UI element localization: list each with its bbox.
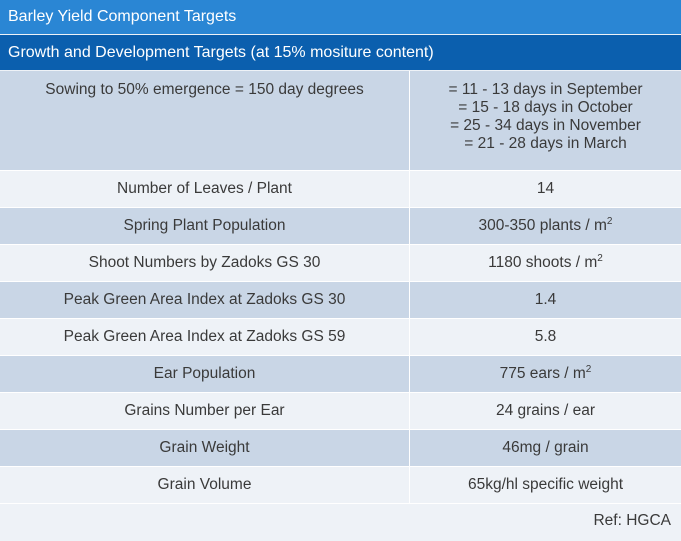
value-line: = 11 - 13 days in September [448, 81, 643, 98]
value-text: 1.4 [534, 291, 557, 308]
value-line: 14 [537, 180, 554, 198]
table-row: Number of Leaves / Plant 14 [0, 171, 681, 208]
row-label: Peak Green Area Index at Zadoks GS 30 [0, 282, 410, 318]
value-line: 1.4 [535, 291, 557, 309]
table-title: Barley Yield Component Targets [0, 0, 681, 34]
table-row: Grain Volume 65kg/hl specific weight [0, 467, 681, 504]
row-label: Grain Volume [0, 467, 410, 503]
value-text: 300-350 plants / m [478, 217, 607, 235]
value-line: 65kg/hl specific weight [468, 476, 623, 494]
value-superscript: 2 [606, 216, 613, 228]
value-line: 300-350 plants / m2 [479, 216, 613, 235]
row-label: Grains Number per Ear [0, 393, 410, 429]
value-text: 5.8 [534, 328, 557, 345]
value-line: 5.8 [535, 328, 557, 346]
value-line: = 15 - 18 days in October [458, 99, 633, 116]
table-row: Peak Green Area Index at Zadoks GS 59 5.8 [0, 319, 681, 356]
row-value: 1180 shoots / m2 [410, 245, 681, 281]
value-line: = 21 - 28 days in March [464, 135, 627, 152]
row-label: Number of Leaves / Plant [0, 171, 410, 207]
value-text: 1180 shoots / m [488, 254, 598, 272]
value-line: 775 ears / m2 [500, 364, 592, 383]
table-row: Grains Number per Ear 24 grains / ear [0, 393, 681, 430]
row-value: = 11 - 13 days in September = 15 - 18 day… [410, 71, 681, 170]
row-value: 300-350 plants / m2 [410, 208, 681, 244]
value-line: 1180 shoots / m2 [488, 253, 603, 272]
row-value: 14 [410, 171, 681, 207]
row-label: Shoot Numbers by Zadoks GS 30 [0, 245, 410, 281]
value-line: 46mg / grain [502, 439, 588, 457]
table-subtitle: Growth and Development Targets (at 15% m… [0, 35, 681, 70]
table-row: Spring Plant Population 300-350 plants / … [0, 208, 681, 245]
value-superscript: 2 [585, 364, 592, 376]
row-label: Ear Population [0, 356, 410, 392]
value-text: 775 ears / m [499, 365, 586, 383]
row-label: Peak Green Area Index at Zadoks GS 59 [0, 319, 410, 355]
value-superscript: 2 [597, 253, 603, 265]
row-value: 5.8 [410, 319, 681, 355]
row-value: 1.4 [410, 282, 681, 318]
value-line: = 25 - 34 days in November [450, 117, 641, 134]
value-text: 24 grains / ear [495, 402, 596, 419]
value-text: 65kg/hl specific weight [467, 476, 624, 493]
value-line: 24 grains / ear [496, 402, 595, 420]
value-text: 46mg / grain [502, 439, 589, 456]
row-label: Spring Plant Population [0, 208, 410, 244]
table-row: Peak Green Area Index at Zadoks GS 30 1.4 [0, 282, 681, 319]
row-label: Sowing to 50% emergence = 150 day degree… [0, 71, 410, 170]
table-row: Ear Population 775 ears / m2 [0, 356, 681, 393]
row-value: 65kg/hl specific weight [410, 467, 681, 503]
table-row: Shoot Numbers by Zadoks GS 30 1180 shoots… [0, 245, 681, 282]
value-text: 14 [536, 180, 555, 197]
reference: Ref: HGCA [593, 512, 671, 529]
row-value: 775 ears / m2 [410, 356, 681, 392]
table-row: Sowing to 50% emergence = 150 day degree… [0, 71, 681, 171]
row-label: Grain Weight [0, 430, 410, 466]
table-row: Grain Weight 46mg / grain [0, 430, 681, 467]
row-value: 46mg / grain [410, 430, 681, 466]
row-value: 24 grains / ear [410, 393, 681, 429]
